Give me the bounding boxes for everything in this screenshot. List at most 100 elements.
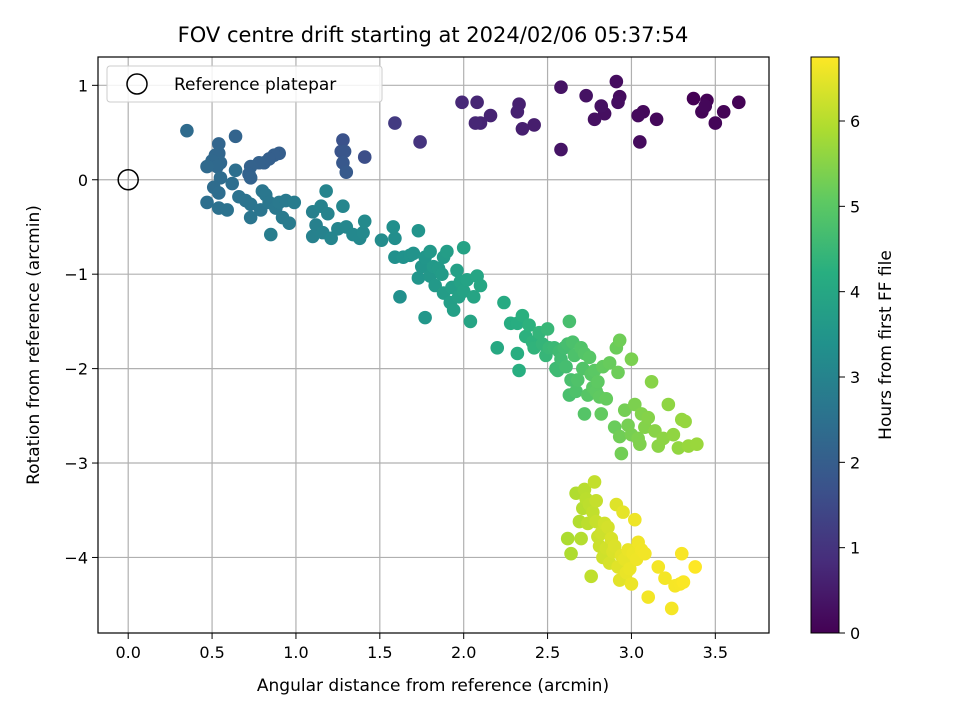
data-point <box>321 206 335 221</box>
data-point <box>466 290 481 304</box>
data-point <box>579 88 593 103</box>
colorbar-tick-label: 0 <box>850 624 860 643</box>
x-axis-ticks: 0.0 0.5 1.0 1.5 2.0 2.5 3.0 3.5 <box>115 633 728 662</box>
data-point <box>562 314 577 329</box>
data-point <box>624 352 639 366</box>
data-point <box>243 210 258 225</box>
data-point <box>413 135 427 149</box>
data-point <box>554 80 568 95</box>
data-point <box>336 133 350 147</box>
data-point <box>638 546 652 561</box>
y-axis-label: Rotation from reference (arcmin) <box>24 205 44 485</box>
data-point <box>356 225 370 240</box>
data-point <box>651 560 666 574</box>
data-point <box>676 575 691 589</box>
data-point <box>611 95 625 110</box>
data-point <box>243 197 258 212</box>
data-point <box>470 95 484 110</box>
data-point <box>708 116 723 130</box>
data-point <box>589 494 604 508</box>
data-point <box>633 135 647 149</box>
reference-platepar-marker <box>117 169 139 191</box>
data-point <box>716 104 731 119</box>
data-point <box>512 363 526 378</box>
data-point <box>490 341 505 355</box>
data-point <box>200 159 214 174</box>
x-axis-label: Angular distance from reference (arcmin) <box>257 676 609 696</box>
data-point <box>628 397 642 412</box>
colorbar-gradient <box>810 56 840 634</box>
data-point <box>671 441 686 455</box>
data-point <box>587 112 602 127</box>
data-point <box>357 150 372 164</box>
data-point <box>649 112 664 127</box>
data-point <box>570 373 585 387</box>
data-point <box>644 375 659 389</box>
data-point <box>732 95 746 110</box>
data-point <box>602 356 617 370</box>
data-point <box>614 446 629 461</box>
data-point <box>440 244 454 259</box>
data-point <box>456 284 471 298</box>
y-tick-label: 1 <box>78 76 88 95</box>
data-point <box>658 571 672 586</box>
data-point <box>456 240 471 255</box>
data-point <box>210 159 224 174</box>
data-point <box>386 220 401 234</box>
y-tick-label: 0 <box>78 171 88 190</box>
y-tick-label: −4 <box>64 548 88 567</box>
data-point <box>483 108 498 123</box>
y-axis-ticks: 1 0 −1 −2 −3 −4 <box>64 76 98 567</box>
data-point <box>435 267 449 281</box>
data-point <box>180 123 194 138</box>
data-point <box>225 176 239 191</box>
y-tick-label: −1 <box>64 265 88 284</box>
data-point <box>624 577 639 591</box>
data-point <box>678 414 692 429</box>
data-point <box>674 546 689 561</box>
data-point <box>569 384 583 399</box>
data-point <box>582 350 597 365</box>
x-tick-label: 0.5 <box>199 643 224 662</box>
data-point <box>698 99 713 113</box>
colorbar: 0 1 2 3 4 5 6 Hours from first FF file <box>810 56 896 643</box>
x-tick-label: 2.0 <box>451 643 476 662</box>
data-point <box>446 303 461 317</box>
data-point <box>574 531 588 546</box>
data-point <box>527 118 541 132</box>
data-point <box>628 512 642 527</box>
colorbar-tick-label: 1 <box>850 539 860 558</box>
data-point <box>641 590 656 604</box>
data-point <box>599 392 614 406</box>
colorbar-tick-label: 5 <box>850 197 860 216</box>
x-tick-label: 3.5 <box>703 643 728 662</box>
data-point <box>450 263 464 278</box>
x-tick-label: 1.0 <box>283 643 308 662</box>
data-point <box>617 403 632 417</box>
data-point <box>319 184 333 198</box>
data-point <box>607 539 622 553</box>
data-point <box>591 375 605 389</box>
colorbar-tick-label: 2 <box>850 453 860 472</box>
grid-lines <box>98 57 769 633</box>
data-points <box>180 74 746 616</box>
y-tick-label: −2 <box>64 360 88 379</box>
data-point <box>622 561 637 576</box>
data-point <box>263 227 278 242</box>
data-point <box>587 475 602 489</box>
data-point <box>612 429 627 444</box>
data-point <box>497 295 511 310</box>
data-point <box>584 569 598 584</box>
colorbar-tick-label: 4 <box>850 283 860 302</box>
data-point <box>411 271 426 285</box>
x-tick-label: 0.0 <box>115 643 140 662</box>
data-point <box>336 199 350 213</box>
plot-frame <box>97 56 770 634</box>
colorbar-tick-label: 6 <box>850 112 860 131</box>
data-point <box>594 407 609 421</box>
data-point <box>664 601 679 616</box>
colorbar-label: Hours from first FF file <box>876 250 896 440</box>
data-point <box>633 437 647 451</box>
data-point <box>612 333 627 348</box>
data-point <box>473 278 488 293</box>
